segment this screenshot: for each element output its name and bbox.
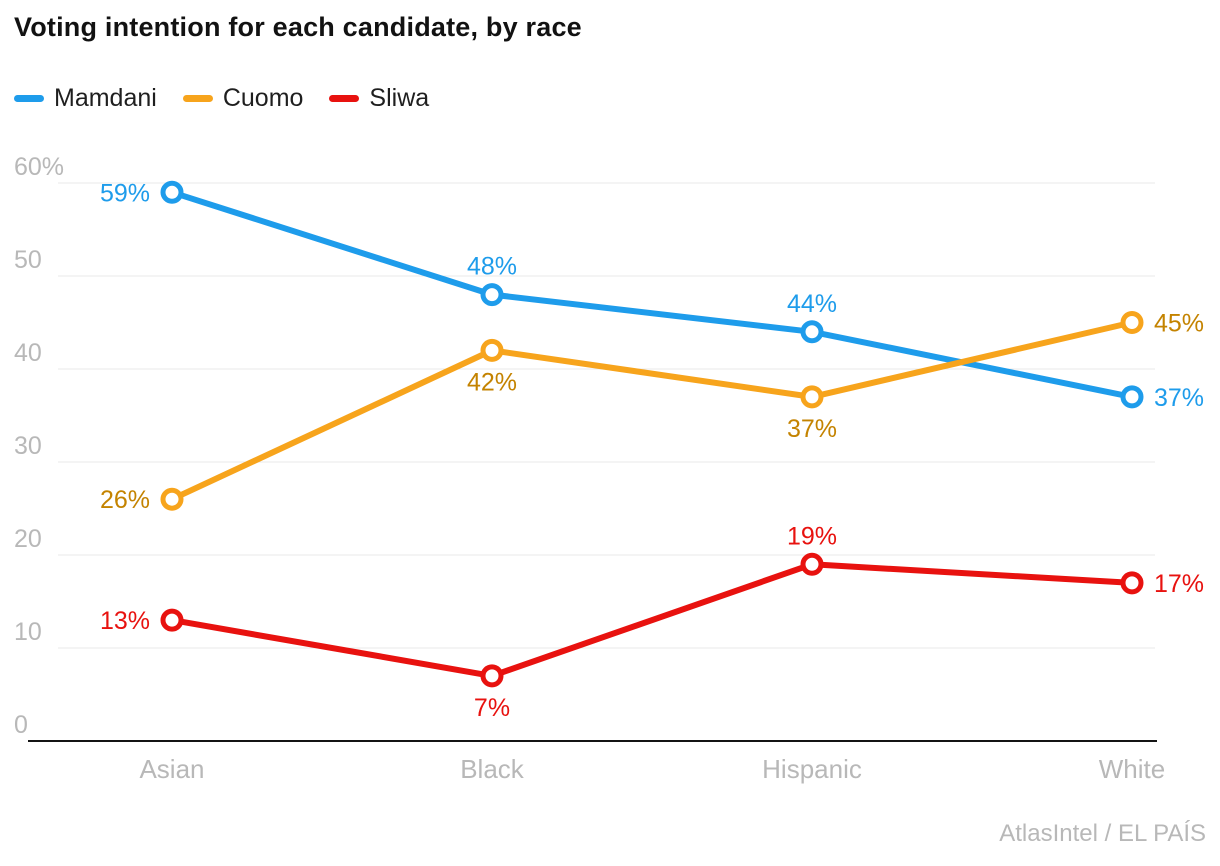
y-tick-label: 0 [14,711,28,739]
legend-item-cuomo: Cuomo [182,84,304,113]
point-marker-cuomo-white [1120,311,1144,334]
point-marker-mamdani-hispanic [800,320,824,344]
y-tick-label: 40 [14,339,42,367]
x-category-label: Asian [139,754,204,784]
series-line-sliwa [169,561,1135,679]
x-category-label: White [1099,754,1165,784]
legend: Mamdani Cuomo Sliwa [14,84,429,113]
legend-swatch-cuomo [182,95,213,102]
point-label-mamdani-black: 48% [467,253,517,281]
legend-label-mamdani: Mamdani [54,84,157,112]
chart-title: Voting intention for each candidate, by … [14,12,582,42]
legend-swatch-sliwa [329,95,360,102]
y-tick-label: 50 [14,246,42,274]
point-marker-sliwa-white [1120,571,1144,595]
point-label-cuomo-white: 45% [1154,310,1204,338]
point-label-mamdani-hispanic: 44% [787,290,837,318]
point-label-sliwa-white: 17% [1154,570,1204,598]
legend-label-sliwa: Sliwa [369,84,430,112]
series-line-cuomo [169,319,1135,503]
legend-item-sliwa: Sliwa [329,84,429,113]
point-label-mamdani-asian: 59% [100,179,150,207]
y-tick-label: 30 [14,432,42,460]
point-marker-cuomo-asian [160,487,184,511]
point-marker-sliwa-black [480,664,504,688]
y-tick-label: 20 [14,525,42,553]
point-label-cuomo-asian: 26% [100,486,150,514]
point-marker-cuomo-black [480,338,504,362]
legend-swatch-mamdani [14,95,44,102]
point-marker-sliwa-asian [160,608,184,632]
point-label-cuomo-hispanic: 37% [787,415,837,443]
point-label-sliwa-asian: 13% [100,607,150,635]
point-marker-cuomo-hispanic [800,385,824,409]
y-tick-label: 60% [14,153,64,181]
point-marker-mamdani-white [1120,385,1144,409]
y-tick-label: 10 [14,618,42,646]
legend-label-cuomo: Cuomo [222,84,304,112]
x-category-label: Black [460,754,525,784]
point-label-cuomo-black: 42% [467,368,517,396]
point-label-mamdani-white: 37% [1154,384,1204,412]
point-marker-sliwa-hispanic [800,552,824,576]
point-label-sliwa-black: 7% [474,694,510,722]
legend-item-mamdani: Mamdani [14,84,157,113]
point-marker-mamdani-black [480,283,504,307]
point-marker-mamdani-asian [160,180,184,204]
series-line-mamdani [169,189,1135,400]
source-credit: AtlasIntel / EL PAÍS [999,820,1206,847]
x-category-label: Hispanic [762,754,862,784]
point-label-sliwa-hispanic: 19% [787,522,837,550]
